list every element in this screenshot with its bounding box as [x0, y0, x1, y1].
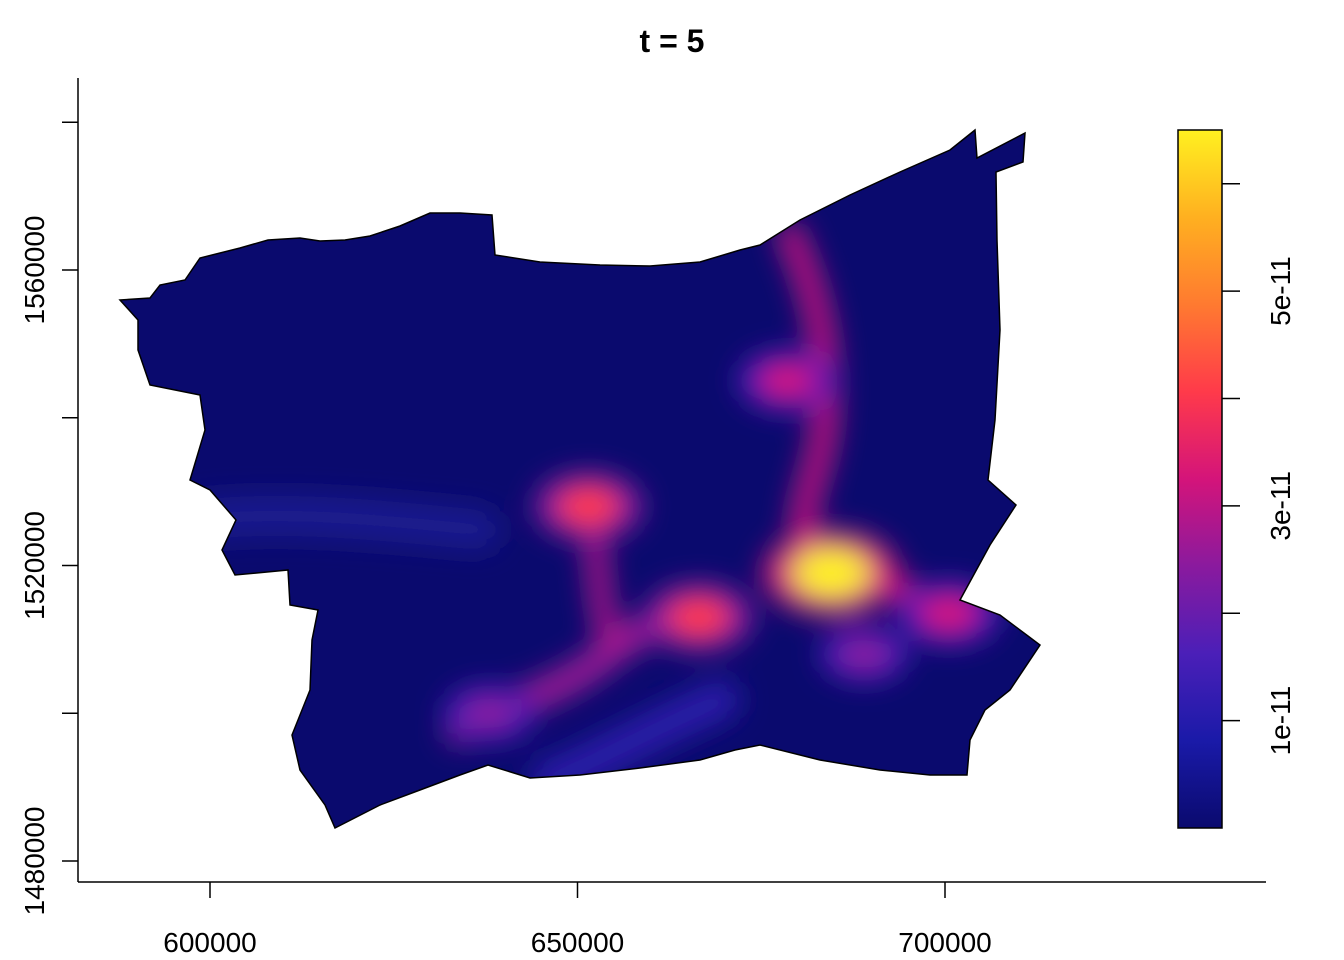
hotspot-core	[463, 696, 515, 731]
region-outline	[118, 128, 1042, 830]
x-tick-label: 600000	[163, 927, 256, 958]
hotspot-core	[919, 594, 978, 633]
legend-tick-label: 1e-11	[1265, 686, 1296, 756]
legend-tick-label: 3e-11	[1265, 471, 1296, 541]
legend-colorbar	[1177, 129, 1223, 829]
x-tick-label: 700000	[898, 927, 991, 958]
hotspot-core	[759, 362, 815, 400]
y-ticks: 1480000 1520000 1560000	[19, 121, 78, 916]
y-tick-label: 1520000	[19, 511, 50, 620]
axes	[77, 78, 1266, 883]
x-tick-label: 650000	[531, 927, 624, 958]
heat-ridge	[777, 222, 840, 573]
hotspot-core	[839, 637, 889, 671]
hotspot-core	[668, 596, 730, 638]
legend-tick-label: 5e-11	[1265, 256, 1296, 326]
heat-ridge	[180, 495, 500, 550]
heat-ridge	[584, 534, 621, 651]
y-tick-label: 1480000	[19, 806, 50, 915]
heatmap-region	[118, 128, 1042, 830]
x-ticks: 600000 650000 700000	[163, 882, 992, 958]
hotspot-core	[557, 486, 620, 527]
hotspot-core	[792, 547, 870, 599]
heat-ridge	[530, 680, 740, 800]
color-legend: 1e-11 3e-11 5e-11	[1177, 129, 1296, 829]
y-tick-label: 1560000	[19, 215, 50, 324]
chart-title: t = 5	[640, 23, 705, 59]
